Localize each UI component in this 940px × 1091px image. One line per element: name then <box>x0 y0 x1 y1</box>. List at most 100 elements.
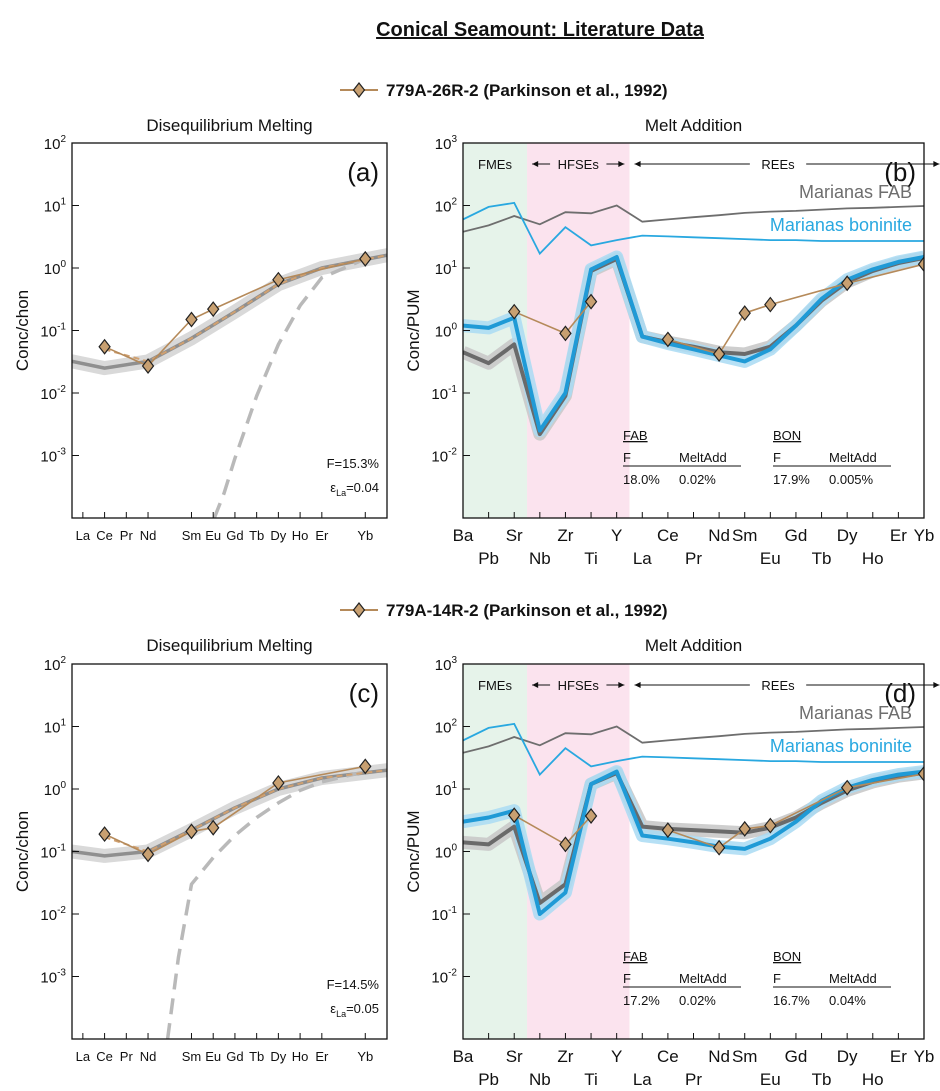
y-tick-label: 10-1 <box>431 905 457 924</box>
inset-fab-f: 17.2% <box>623 993 660 1008</box>
x-tick-label: Pr <box>120 528 134 543</box>
plot-area <box>72 248 387 518</box>
group-label-fmes: FMEs <box>478 157 512 172</box>
x-tick-label: Tb <box>812 1070 832 1089</box>
y-tick-label: 10-1 <box>40 843 66 862</box>
fab-label: Marianas FAB <box>799 182 912 202</box>
annotation-epsilon: εLa=0.04 <box>330 480 379 498</box>
panel-letter: (c) <box>349 678 379 708</box>
group-label-hfses: HFSEs <box>558 678 600 693</box>
x-tick-label: Tb <box>249 528 264 543</box>
hfse-arrow-left-head <box>532 682 539 688</box>
inset-bon-head: BON <box>773 428 801 443</box>
panel-letter: (a) <box>347 157 379 187</box>
y-tick-label: 102 <box>435 718 458 737</box>
figure-title: Conical Seamount: Literature Data <box>376 19 705 41</box>
inset-bon-col-meltadd: MeltAdd <box>829 971 877 986</box>
x-tick-label: Tb <box>249 1049 264 1064</box>
sample-point <box>764 817 777 834</box>
sample-fit-dashed <box>104 769 387 853</box>
x-tick-label: Sm <box>182 528 202 543</box>
ree-arrow-left-head <box>634 682 641 688</box>
y-tick-label: 101 <box>44 718 67 737</box>
sample-point <box>185 311 198 328</box>
fab-label: Marianas FAB <box>799 703 912 723</box>
sample-point <box>359 250 372 267</box>
y-tick-label: 100 <box>435 322 458 341</box>
y-axis-label: Conc/chon <box>13 811 32 892</box>
y-tick-label: 10-1 <box>431 384 457 403</box>
sample-point <box>508 807 521 824</box>
x-tick-label: Zr <box>557 526 573 545</box>
sample-point <box>661 822 675 839</box>
legend-row-1: 779A-26R-2 (Parkinson et al., 1992) <box>340 81 668 100</box>
y-tick-label: 102 <box>44 134 67 153</box>
legend-marker <box>352 602 366 618</box>
sample-point <box>272 271 285 288</box>
x-tick-label: Zr <box>557 1047 573 1066</box>
x-tick-label: Nd <box>708 1047 730 1066</box>
x-tick-label: Ho <box>862 549 884 568</box>
x-tick-label: Ce <box>96 528 113 543</box>
y-tick-label: 10-3 <box>40 447 66 466</box>
x-tick-label: Pb <box>478 549 499 568</box>
x-tick-label: Ce <box>96 1049 113 1064</box>
x-tick-label: Pb <box>478 1070 499 1089</box>
x-tick-label: La <box>633 549 652 568</box>
x-tick-label: Yb <box>914 526 935 545</box>
inset-fab-col-f: F <box>623 450 631 465</box>
y-tick-label: 101 <box>435 259 458 278</box>
group-label-rees: REEs <box>761 678 795 693</box>
x-tick-label: Nd <box>140 528 157 543</box>
hfse-arrow-right-head <box>618 161 625 167</box>
y-tick-label: 102 <box>44 655 67 674</box>
y-tick-label: 100 <box>44 780 67 799</box>
panel-letter: (b) <box>884 157 916 187</box>
x-tick-label: Sr <box>506 1047 523 1066</box>
sample-point <box>559 836 572 853</box>
inset-bon-meltadd: 0.005% <box>829 472 874 487</box>
x-tick-label: Yb <box>357 528 373 543</box>
y-axis-label: Conc/PUM <box>404 289 423 371</box>
inset-fab-col-meltadd: MeltAdd <box>679 450 727 465</box>
sample-line <box>667 773 924 849</box>
y-tick-label: 101 <box>435 780 458 799</box>
sample-point <box>584 808 598 824</box>
inset-fab-meltadd: 0.02% <box>679 993 716 1008</box>
model-line <box>72 768 387 858</box>
residue-dashed-line <box>165 769 366 1039</box>
x-tick-label: Ti <box>584 549 598 568</box>
inset-bon-col-meltadd: MeltAdd <box>829 450 877 465</box>
sample-point <box>206 301 220 318</box>
sample-point <box>917 256 924 273</box>
panel-title: Melt Addition <box>645 636 742 655</box>
inset-fab-col-f: F <box>623 971 631 986</box>
x-tick-label: Ho <box>292 1049 309 1064</box>
sample-point <box>917 765 924 782</box>
y-tick-label: 10-2 <box>431 968 457 987</box>
sample-point <box>141 846 155 863</box>
inset-bon-meltadd: 0.04% <box>829 993 866 1008</box>
x-tick-label: Yb <box>914 1047 935 1066</box>
plot-area <box>463 201 924 441</box>
inset-bon-f: 17.9% <box>773 472 810 487</box>
sample-point <box>661 331 675 348</box>
y-tick-label: 103 <box>435 134 458 153</box>
sample-point <box>840 275 854 292</box>
x-tick-label: Nd <box>140 1049 157 1064</box>
inset-bon-f: 16.7% <box>773 993 810 1008</box>
x-tick-label: Dy <box>837 1047 858 1066</box>
y-axis-label: Conc/chon <box>13 290 32 371</box>
x-tick-label: Sm <box>182 1049 202 1064</box>
sample-point <box>584 293 598 310</box>
inset-fab-head: FAB <box>623 428 648 443</box>
x-tick-label: La <box>76 528 91 543</box>
marianas-fab-line <box>463 725 924 754</box>
x-tick-label: Ba <box>453 1047 474 1066</box>
x-tick-label: Dy <box>837 526 858 545</box>
sample-point <box>98 338 111 355</box>
x-tick-label: Eu <box>760 1070 781 1089</box>
x-tick-label: Gd <box>785 526 808 545</box>
x-tick-label: Sr <box>506 526 523 545</box>
sample-point <box>764 296 777 313</box>
